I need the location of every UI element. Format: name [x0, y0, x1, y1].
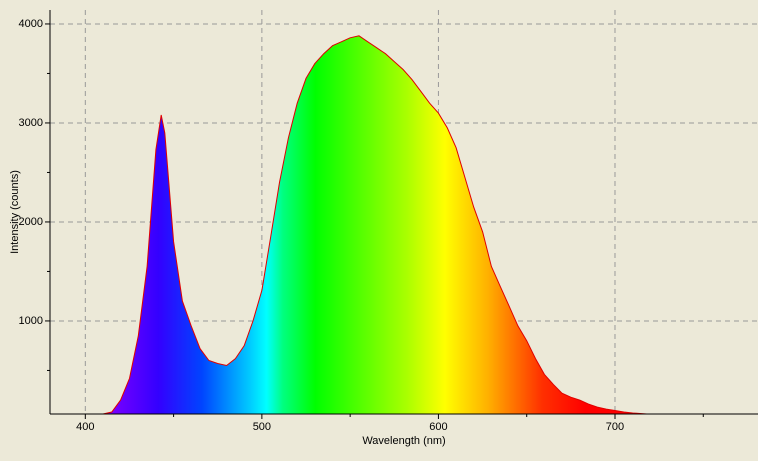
x-tick-label: 400 — [76, 421, 94, 433]
x-tick-label: 500 — [253, 421, 271, 433]
x-axis-title: Wavelength (nm) — [362, 435, 445, 447]
plot — [102, 35, 647, 415]
y-tick-label: 2000 — [19, 216, 43, 228]
x-tick-label: 700 — [606, 421, 624, 433]
spectrum-line — [102, 35, 647, 415]
y-tick-label: 4000 — [19, 18, 43, 30]
spectrum-area — [103, 35, 647, 415]
y-tick-label: 3000 — [19, 117, 43, 129]
ticks: 1000 2000 3000 4000 400 500 600 700 — [19, 18, 704, 433]
y-tick-label: 1000 — [19, 315, 43, 327]
x-tick-label: 600 — [429, 421, 447, 433]
y-axis-title: Intensity (counts) — [9, 170, 21, 254]
